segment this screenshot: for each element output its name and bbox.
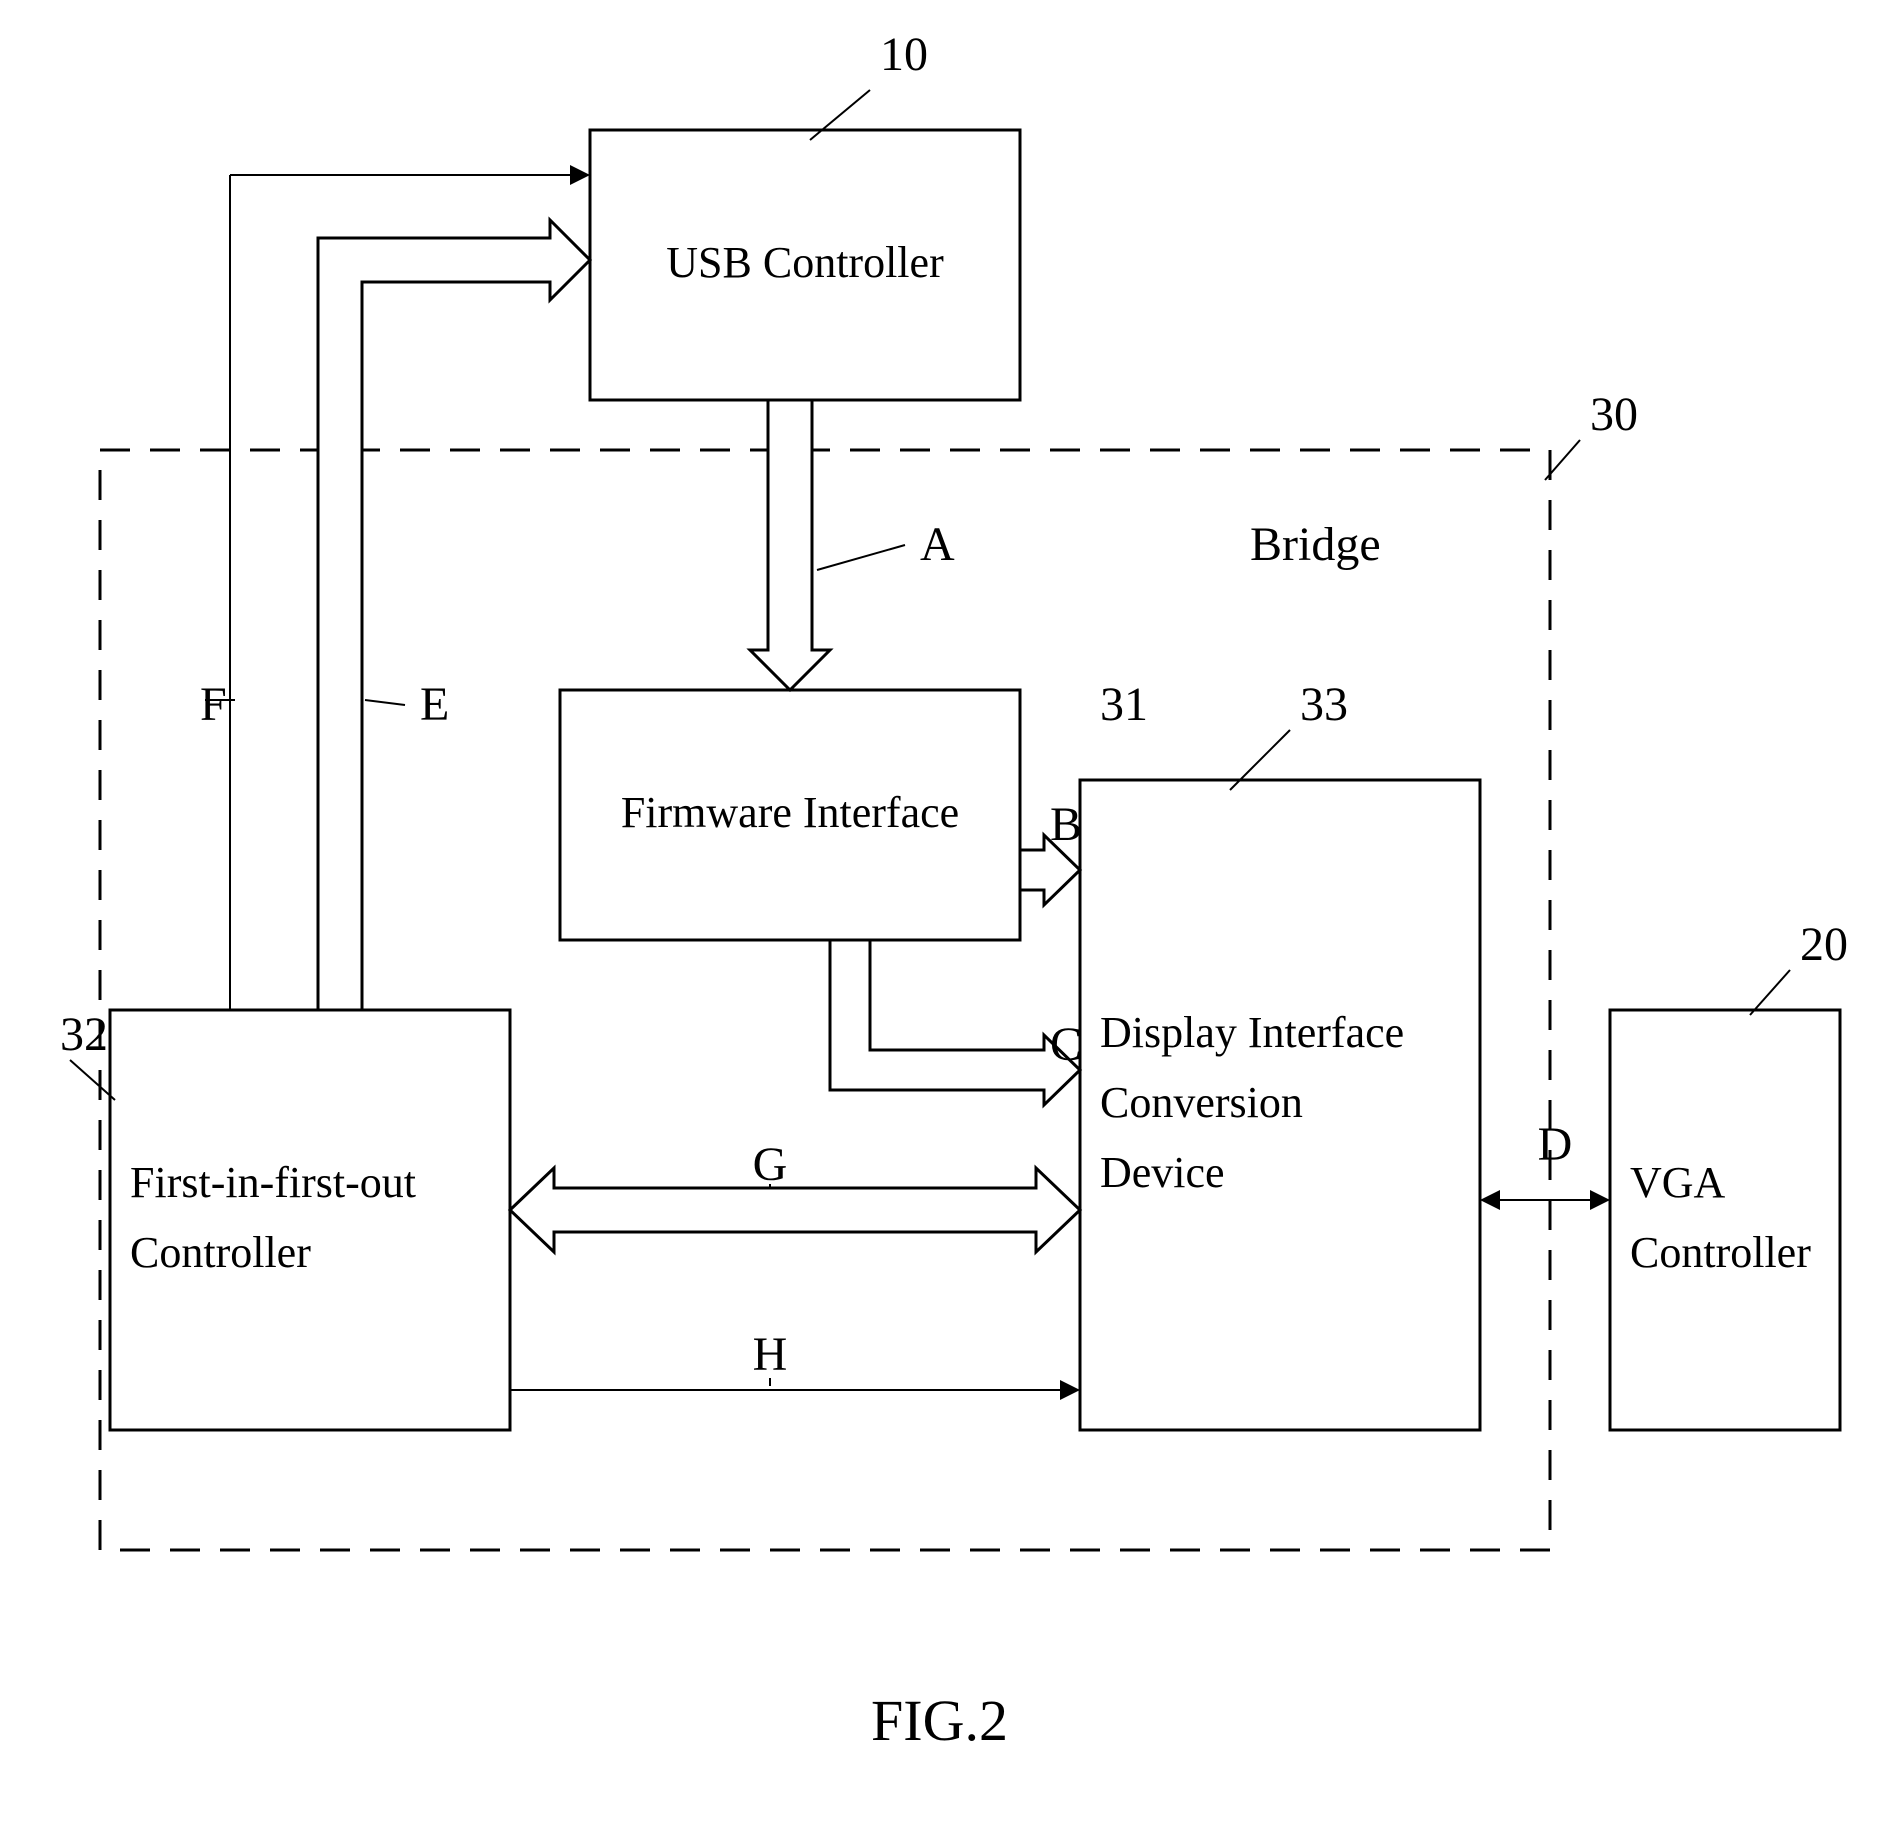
svg-text:USB Controller: USB Controller bbox=[666, 238, 944, 287]
svg-text:Controller: Controller bbox=[1630, 1228, 1811, 1277]
svg-text:E: E bbox=[420, 678, 449, 731]
svg-text:10: 10 bbox=[880, 28, 928, 81]
svg-text:31: 31 bbox=[1100, 678, 1148, 731]
svg-text:FIG.2: FIG.2 bbox=[871, 1688, 1008, 1753]
svg-text:33: 33 bbox=[1300, 678, 1348, 731]
svg-text:20: 20 bbox=[1800, 918, 1848, 971]
svg-text:B: B bbox=[1050, 798, 1082, 851]
svg-text:Firmware Interface: Firmware Interface bbox=[621, 788, 959, 837]
svg-text:H: H bbox=[753, 1328, 788, 1381]
svg-text:VGA: VGA bbox=[1630, 1158, 1726, 1207]
svg-text:30: 30 bbox=[1590, 388, 1638, 441]
svg-text:D: D bbox=[1538, 1118, 1573, 1171]
svg-text:Controller: Controller bbox=[130, 1228, 311, 1277]
svg-text:First-in-first-out: First-in-first-out bbox=[130, 1158, 416, 1207]
svg-text:Conversion: Conversion bbox=[1100, 1078, 1303, 1127]
svg-text:A: A bbox=[920, 518, 955, 571]
svg-text:Display Interface: Display Interface bbox=[1100, 1008, 1404, 1057]
svg-text:Bridge: Bridge bbox=[1250, 518, 1381, 571]
svg-text:32: 32 bbox=[60, 1008, 108, 1061]
svg-text:F: F bbox=[200, 678, 227, 731]
svg-text:Device: Device bbox=[1100, 1148, 1225, 1197]
svg-text:G: G bbox=[753, 1138, 788, 1191]
svg-text:C: C bbox=[1050, 1018, 1082, 1071]
